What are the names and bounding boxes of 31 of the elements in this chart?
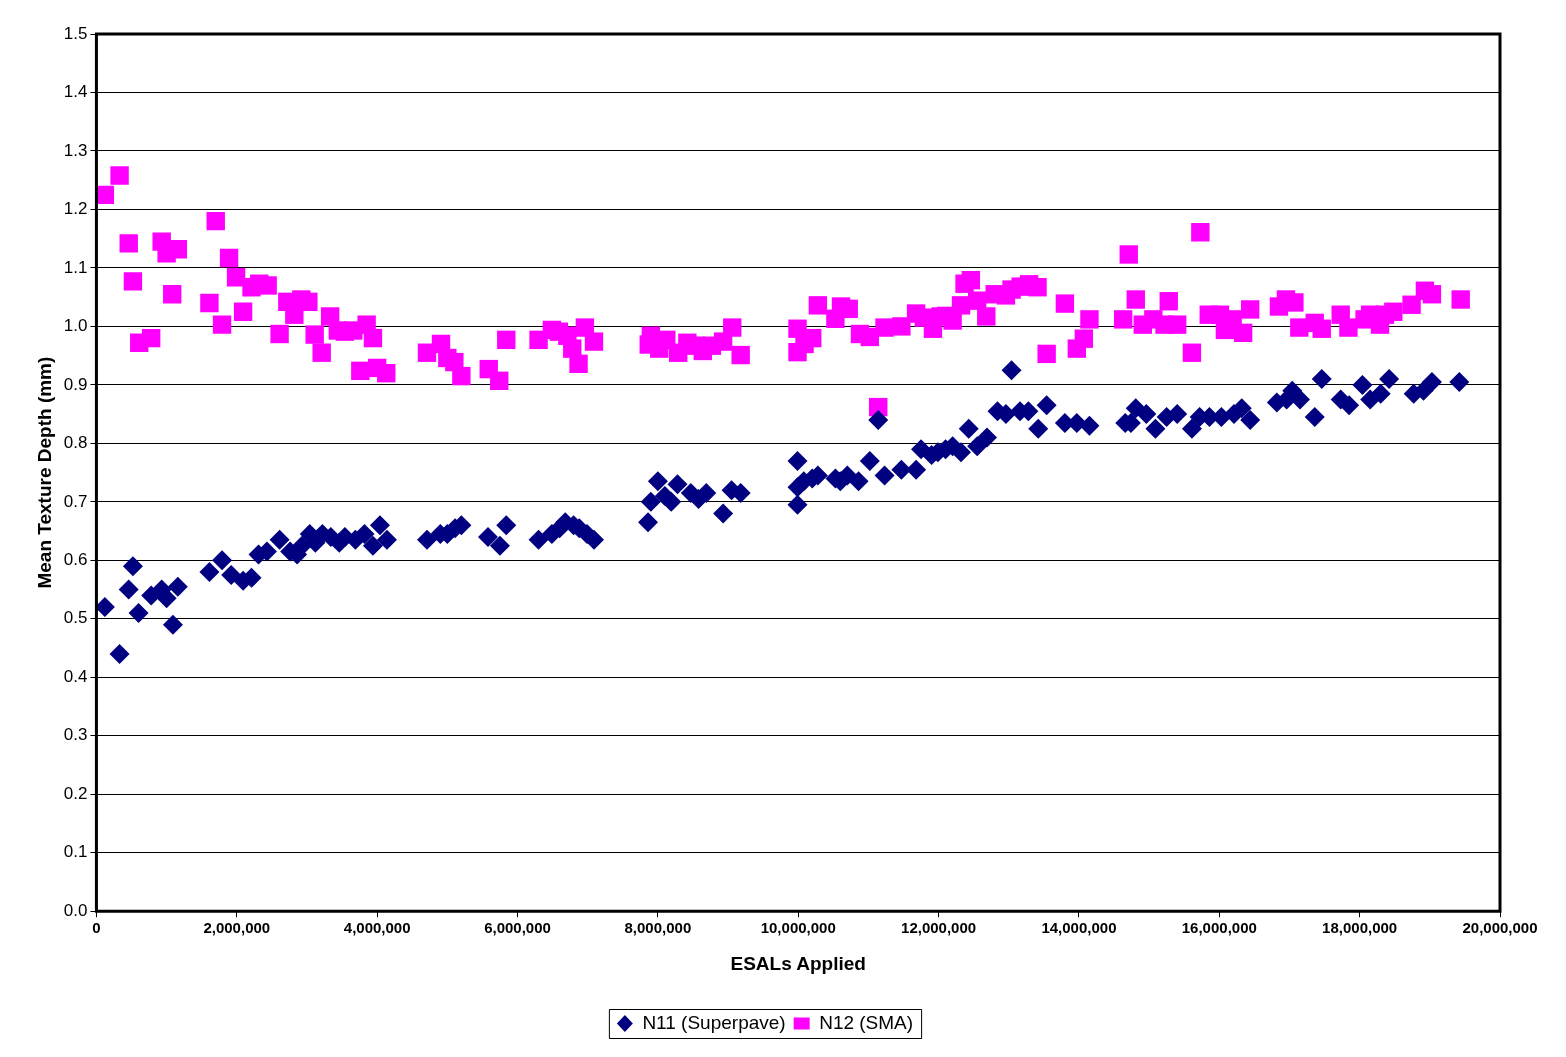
y-tick-label: 0.5	[63, 608, 88, 628]
y-tick-label: 1.0	[63, 316, 88, 336]
x-tick-label: 14,000,000	[1041, 919, 1117, 937]
y-tick-label: 0.7	[63, 491, 88, 511]
x-axis-title: ESALs Applied	[730, 952, 866, 974]
y-tick-label: 0.2	[63, 783, 88, 803]
x-tick-label: 16,000,000	[1181, 919, 1257, 937]
y-tick-label: 1.2	[63, 199, 88, 219]
x-tick-label: 8,000,000	[624, 919, 692, 937]
x-tick-label: 10,000,000	[760, 919, 836, 937]
y-tick-label: 0.6	[63, 550, 88, 570]
x-tick-label: 2,000,000	[203, 919, 271, 937]
x-tick-label: 4,000,000	[343, 919, 411, 937]
legend-label: N11 (Superpave)	[642, 1011, 786, 1033]
x-tick-label: 20,000,000	[1462, 919, 1538, 937]
x-tick-label: 18,000,000	[1322, 919, 1398, 937]
y-tick-label: 0.9	[63, 374, 88, 394]
y-tick-label: 0.8	[63, 433, 88, 453]
x-tick-label: 6,000,000	[484, 919, 551, 937]
y-tick-label: 0.0	[63, 900, 88, 920]
y-tick-label: 0.4	[63, 666, 88, 686]
y-tick-label: 1.5	[63, 23, 88, 43]
y-tick-label: 0.1	[63, 842, 88, 862]
y-axis-title: Mean Texture Depth (mm)	[33, 356, 55, 589]
x-tick-label: 12,000,000	[901, 919, 977, 937]
y-tick-label: 1.4	[63, 82, 88, 102]
y-tick-label: 1.3	[63, 140, 88, 160]
y-tick-label: 1.1	[63, 257, 88, 277]
x-tick-label: 0	[92, 919, 101, 937]
y-tick-label: 0.3	[63, 725, 88, 745]
legend-label: N12 (SMA)	[819, 1011, 914, 1033]
